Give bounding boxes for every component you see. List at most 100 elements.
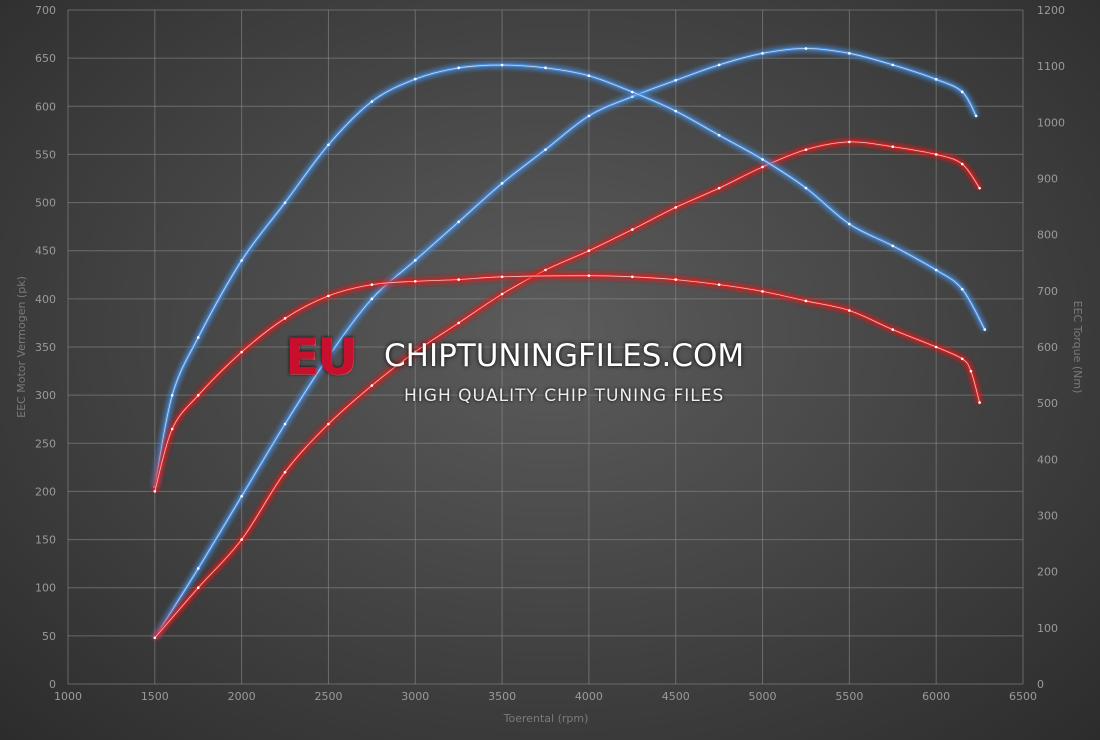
data-point: [960, 357, 964, 361]
data-point: [413, 77, 417, 81]
y2-tick-label: 600: [1037, 341, 1058, 354]
y-tick-label: 600: [35, 100, 56, 113]
y2-tick-label: 700: [1037, 285, 1058, 298]
watermark-site: CHIPTUNINGFILES.COM: [384, 338, 745, 374]
data-point: [370, 297, 374, 301]
x-tick-label: 5000: [749, 690, 777, 703]
y-tick-label: 450: [35, 245, 56, 258]
data-point: [240, 350, 243, 354]
data-point: [500, 63, 504, 67]
y2-tick-label: 200: [1037, 566, 1058, 579]
data-point: [804, 186, 808, 190]
data-point: [960, 90, 964, 94]
data-point: [804, 47, 808, 50]
data-point: [327, 422, 330, 426]
data-point: [631, 228, 634, 231]
data-point: [500, 182, 504, 185]
x-tick-label: 2000: [228, 690, 256, 703]
y2-tick-label: 900: [1037, 173, 1058, 186]
data-point: [500, 275, 504, 279]
y2-tick-label: 800: [1037, 229, 1058, 242]
data-point: [240, 538, 243, 541]
data-point: [153, 490, 157, 493]
y2-tick-label: 0: [1037, 678, 1044, 691]
data-point: [960, 162, 964, 166]
data-point: [848, 222, 851, 226]
y2-tick-label: 500: [1037, 397, 1058, 410]
data-point: [960, 287, 964, 291]
data-point: [196, 336, 200, 339]
data-point: [170, 427, 174, 431]
data-point: [934, 78, 938, 81]
data-point: [978, 401, 981, 404]
x-tick-label: 2500: [314, 690, 342, 703]
x-tick-label: 4000: [575, 690, 603, 703]
data-point: [196, 567, 200, 570]
data-point: [327, 355, 330, 358]
series-core-line: [154, 64, 986, 487]
data-point: [934, 268, 938, 272]
data-point: [457, 321, 460, 325]
y-tick-label: 250: [35, 437, 56, 450]
data-point: [544, 66, 547, 70]
y2-axis-label: EEC Torque (Nm): [1071, 301, 1084, 394]
data-point: [891, 244, 895, 248]
y-tick-label: 200: [35, 485, 56, 498]
x-axis-label: Toerental (rpm): [503, 712, 589, 725]
data-point: [848, 309, 851, 312]
data-point: [413, 350, 417, 354]
data-point: [891, 328, 895, 331]
data-point: [457, 278, 460, 281]
data-point: [974, 114, 978, 118]
data-point: [631, 275, 634, 279]
x-tick-label: 1500: [141, 690, 169, 703]
data-point: [457, 66, 460, 70]
data-point: [240, 494, 243, 498]
data-point: [717, 63, 721, 67]
data-point: [170, 394, 174, 397]
data-point: [370, 100, 374, 103]
data-point: [631, 95, 634, 98]
data-point: [587, 74, 591, 78]
data-point: [804, 148, 808, 151]
x-tick-label: 1000: [54, 690, 82, 703]
y-tick-label: 650: [35, 52, 56, 65]
data-point: [969, 369, 973, 373]
y-tick-label: 700: [35, 4, 56, 17]
y-tick-label: 550: [35, 148, 56, 161]
x-tick-label: 3000: [401, 690, 429, 703]
data-point: [196, 586, 200, 590]
series-core-line: [154, 275, 980, 492]
data-point: [978, 186, 981, 190]
data-point: [327, 294, 330, 298]
data-point: [457, 220, 460, 224]
data-point: [674, 206, 678, 209]
y2-tick-label: 1100: [1037, 60, 1065, 73]
data-point: [283, 470, 287, 474]
data-point: [283, 422, 287, 426]
data-point: [717, 283, 721, 286]
data-point: [717, 133, 721, 137]
data-point: [891, 145, 895, 149]
data-point: [413, 279, 417, 283]
data-point: [674, 278, 678, 281]
data-point: [153, 636, 157, 640]
data-point: [587, 274, 591, 277]
data-point: [891, 63, 895, 67]
y2-tick-label: 400: [1037, 453, 1058, 466]
data-point: [544, 268, 547, 272]
y-tick-label: 500: [35, 197, 56, 210]
series-core-line: [154, 48, 977, 638]
y-tick-label: 0: [49, 678, 56, 691]
data-point: [983, 328, 987, 331]
y-tick-label: 350: [35, 341, 56, 354]
data-point: [934, 345, 938, 349]
x-tick-label: 3500: [488, 690, 516, 703]
data-point: [631, 90, 634, 94]
y-tick-label: 400: [35, 293, 56, 306]
x-tick-label: 4500: [662, 690, 690, 703]
data-point: [761, 290, 764, 293]
x-tick-label: 6500: [1009, 690, 1037, 703]
x-tick-label: 5500: [835, 690, 863, 703]
